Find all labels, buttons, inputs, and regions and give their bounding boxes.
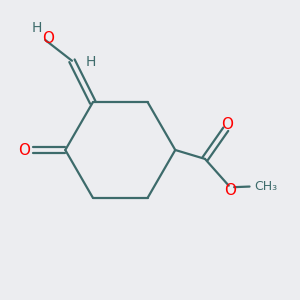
Text: O: O — [18, 142, 30, 158]
Text: O: O — [224, 183, 236, 198]
Text: O: O — [42, 31, 54, 46]
Text: O: O — [221, 117, 233, 132]
Text: H: H — [86, 55, 97, 69]
Text: H: H — [31, 21, 41, 35]
Text: CH₃: CH₃ — [254, 180, 277, 193]
